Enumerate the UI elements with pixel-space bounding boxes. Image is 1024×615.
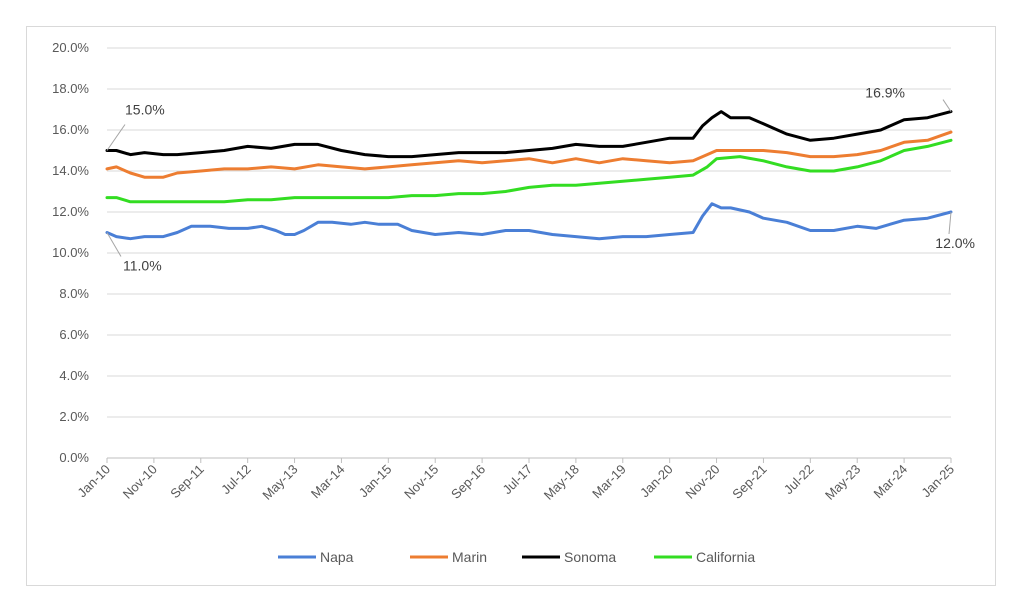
x-tick-label: Jul-12 [218, 462, 254, 498]
series-line-sonoma [105, 110, 953, 159]
x-tick-label: Sep-16 [448, 462, 488, 502]
legend-item-sonoma: Sonoma [522, 549, 616, 565]
y-axis-tick-labels: 0.0% 2.0% 4.0% 6.0% 8.0% 10.0% 12.0% 14.0% 16.0%… [52, 40, 89, 465]
x-tick-label: May-13 [259, 462, 300, 503]
x-tick-label: May-23 [822, 462, 863, 503]
y-tick-label: 20.0% [52, 40, 89, 55]
annotation-label: 12.0% [935, 235, 975, 251]
y-tick-label: 14.0% [52, 163, 89, 178]
legend-item-napa: Napa [278, 549, 354, 565]
x-tick-label: Mar-24 [871, 462, 911, 502]
y-tick-label: 16.0% [52, 122, 89, 137]
x-tick-label: Nov-20 [682, 462, 722, 502]
line-chart: 0.0% 2.0% 4.0% 6.0% 8.0% 10.0% 12.0% 14.0% 16.0%… [52, 40, 975, 565]
annotation-leader [106, 232, 122, 257]
annotation-leader [948, 211, 952, 235]
x-axis-tick-labels: Jan-10 Nov-10 Sep-11 Jul-12 May-13 Mar-14 Jan-… [74, 458, 957, 503]
y-tick-label: 4.0% [59, 368, 89, 383]
y-tick-label: 8.0% [59, 286, 89, 301]
x-tick-label: Nov-10 [120, 462, 160, 502]
x-tick-label: Jan-10 [74, 462, 113, 501]
legend-label: Sonoma [564, 549, 616, 565]
y-tick-label: 12.0% [52, 204, 89, 219]
legend-label: Marin [452, 549, 487, 565]
x-tick-label: Sep-21 [729, 462, 769, 502]
legend: Napa Marin Sonoma California [278, 549, 755, 565]
legend-label: California [696, 549, 755, 565]
legend-label: Napa [320, 549, 354, 565]
x-tick-label: Jan-25 [918, 462, 957, 501]
x-tick-label: Jan-20 [637, 462, 676, 501]
x-tick-label: May-18 [541, 462, 582, 503]
y-tick-label: 0.0% [59, 450, 89, 465]
legend-item-marin: Marin [410, 549, 487, 565]
chart-frame: 0.0% 2.0% 4.0% 6.0% 8.0% 10.0% 12.0% 14.0% 16.0%… [26, 26, 996, 586]
x-tick-label: Jan-15 [356, 462, 395, 501]
y-tick-label: 2.0% [59, 409, 89, 424]
y-tick-label: 18.0% [52, 81, 89, 96]
data-annotations: 15.0% 11.0% 16.9% 12.0% [106, 85, 975, 274]
series-line-marin [105, 130, 953, 179]
y-tick-label: 6.0% [59, 327, 89, 342]
gridlines [107, 47, 951, 459]
series-line-napa [105, 202, 953, 241]
annotation-leader [106, 124, 126, 151]
x-tick-label: Jul-17 [499, 462, 535, 498]
series-lines [105, 110, 953, 241]
annotation-label: 15.0% [125, 102, 165, 118]
x-tick-label: Jul-22 [781, 462, 817, 498]
annotation-label: 11.0% [123, 258, 162, 274]
annotation-label: 16.9% [865, 85, 905, 101]
x-tick-label: Mar-14 [308, 462, 348, 502]
legend-item-california: California [654, 549, 755, 565]
series-line-california [105, 138, 953, 204]
y-tick-label: 10.0% [52, 245, 89, 260]
x-tick-label: Mar-19 [589, 462, 629, 502]
x-tick-label: Sep-11 [167, 462, 207, 502]
annotation-leader [942, 99, 952, 112]
x-tick-label: Nov-15 [401, 462, 441, 502]
